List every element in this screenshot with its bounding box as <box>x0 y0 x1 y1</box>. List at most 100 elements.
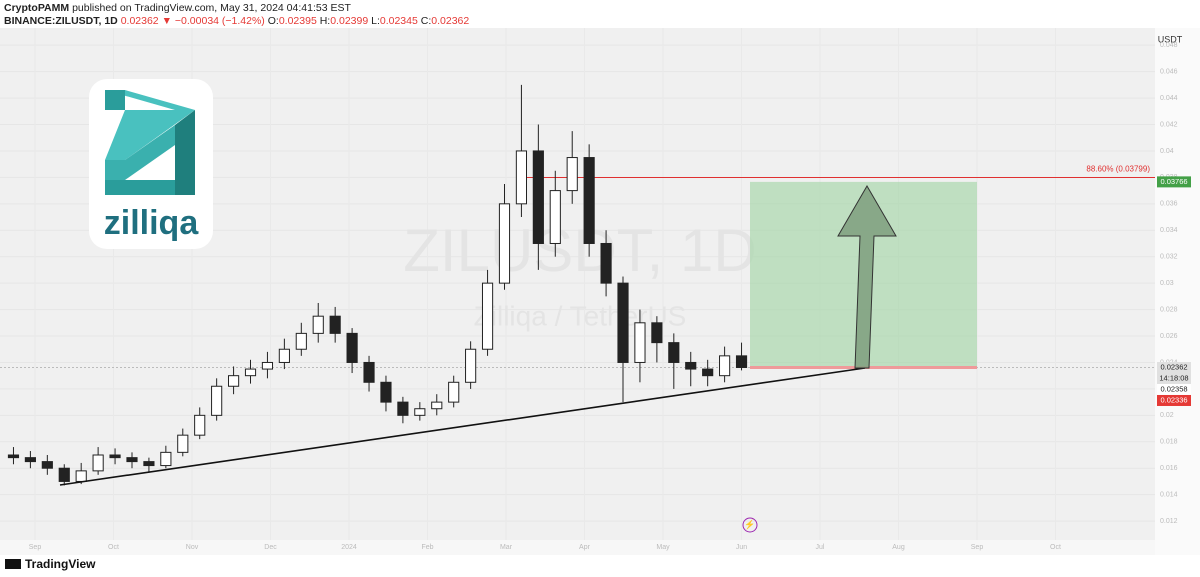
candle-body <box>481 282 494 350</box>
price-label-bg <box>1157 361 1191 373</box>
candle-body <box>702 368 714 377</box>
x-tick-label: Oct <box>1050 544 1061 551</box>
x-tick-label: Sep <box>971 544 984 551</box>
x-tick-label: Apr <box>579 544 591 551</box>
price-label: 0.02362 <box>1160 362 1187 371</box>
y-tick-label: 0.014 <box>1160 492 1178 499</box>
y-tick-label: 0.04 <box>1160 148 1174 155</box>
logo-part <box>105 125 175 180</box>
price-label: 0.02358 <box>1160 384 1187 393</box>
x-tick-label: Jul <box>816 544 825 551</box>
candle-body <box>261 361 274 370</box>
ohlc-label: H: <box>319 15 331 27</box>
candle-body <box>634 322 646 363</box>
candle-body <box>414 408 426 416</box>
tv-logo <box>5 559 21 569</box>
candle-body <box>685 361 697 370</box>
price-label-bg <box>1157 383 1191 395</box>
candle-body <box>126 457 138 463</box>
logo-part <box>175 110 195 195</box>
candle-body <box>498 203 511 284</box>
candle-body <box>278 348 290 363</box>
currency: USDT <box>1158 34 1183 44</box>
candle-body <box>549 190 561 244</box>
target-label: 88.60% (0.03799) <box>1086 165 1150 174</box>
published: published on TradingView.com, May 31, 20… <box>72 2 351 14</box>
candle-body <box>177 434 189 453</box>
x-tick-label: Feb <box>421 544 433 551</box>
price-label-bg <box>1157 372 1191 384</box>
ohlc-value: 0.02362 <box>431 15 470 27</box>
candle-body <box>92 454 104 472</box>
candle-body <box>346 332 358 363</box>
ohlc-label: L: <box>371 15 380 27</box>
y-tick-label: 0.028 <box>1160 306 1178 313</box>
header: CryptoPAMM published on TradingView.com,… <box>4 2 469 28</box>
logo-text: zilliqa <box>104 204 200 242</box>
y-tick-label: 0.034 <box>1160 227 1178 234</box>
candle-body <box>380 381 392 403</box>
candle-body <box>532 150 544 244</box>
y-tick-label: 0.012 <box>1160 518 1178 525</box>
y-tick-label: 0.032 <box>1160 254 1178 261</box>
candle-body <box>617 282 629 363</box>
change: −0.00034 (−1.42%) <box>174 15 265 27</box>
candle-body <box>566 157 578 192</box>
ohlc-label: O: <box>267 15 279 27</box>
candle-body <box>143 461 155 467</box>
ohlc-label: C: <box>420 15 432 27</box>
ohlc-value: 0.02399 <box>330 15 369 27</box>
ohlc-value: 0.02395 <box>278 15 317 27</box>
candle-body <box>600 242 612 284</box>
ohlc: O:0.02395 H:0.02399 L:0.02345 C:0.02362 <box>268 15 470 27</box>
symbol-line: BINANCE:ZILUSDT, 1D 0.02362 ▼ −0.00034 (… <box>4 15 469 28</box>
y-tick-label: 0.042 <box>1160 121 1178 128</box>
candle-body <box>24 457 36 463</box>
trend-line <box>59 367 866 486</box>
x-tick-label: Jun <box>736 544 747 551</box>
candle-body <box>583 157 595 244</box>
candle-body <box>431 401 443 410</box>
candle-body <box>75 470 87 482</box>
candle-body <box>211 385 223 416</box>
logo: zilliqa <box>89 79 213 249</box>
y-tick-label: 0.018 <box>1160 439 1178 446</box>
candle-body <box>160 451 172 467</box>
candle-body <box>244 368 257 377</box>
y-tick-label: 0.03 <box>1160 280 1174 287</box>
last: 0.02362 <box>120 15 159 27</box>
x-tick-label: Mar <box>500 544 513 551</box>
price-label: 0.02336 <box>1160 395 1187 404</box>
watermark-symbol: ZILUSDT, 1D <box>403 217 756 284</box>
candle-body <box>228 375 240 387</box>
events-icon <box>742 517 758 533</box>
candle-body <box>7 454 20 459</box>
x-tick-label: May <box>656 544 670 551</box>
arrow: ▼ <box>161 15 172 27</box>
candle-body <box>651 322 663 344</box>
candle-body <box>668 342 680 363</box>
x-tick-label: Nov <box>186 544 199 551</box>
candle-body <box>194 414 206 436</box>
candle-body <box>735 355 748 368</box>
y-tick-label: 0.044 <box>1160 95 1178 102</box>
candle-body <box>295 332 307 350</box>
y-tick-label: 0.02 <box>1160 412 1174 419</box>
y-tick-label: 0.046 <box>1160 68 1178 75</box>
logo-part <box>105 90 195 110</box>
logo-part <box>105 90 125 110</box>
y-tick-label: 0.036 <box>1160 201 1178 208</box>
x-tick-label: Dec <box>264 544 277 551</box>
x-tick-label: 2024 <box>341 544 357 551</box>
candle-body <box>363 361 375 383</box>
candle-body <box>515 150 527 205</box>
candle-body <box>465 348 477 383</box>
candle-body <box>397 401 409 416</box>
price-label-bg <box>1157 176 1191 188</box>
y-tick-label: 0.016 <box>1160 465 1178 472</box>
price-label: 14:18:08 <box>1159 373 1188 382</box>
x-tick-label: Sep <box>29 544 42 551</box>
author: CryptoPAMM <box>4 2 70 14</box>
